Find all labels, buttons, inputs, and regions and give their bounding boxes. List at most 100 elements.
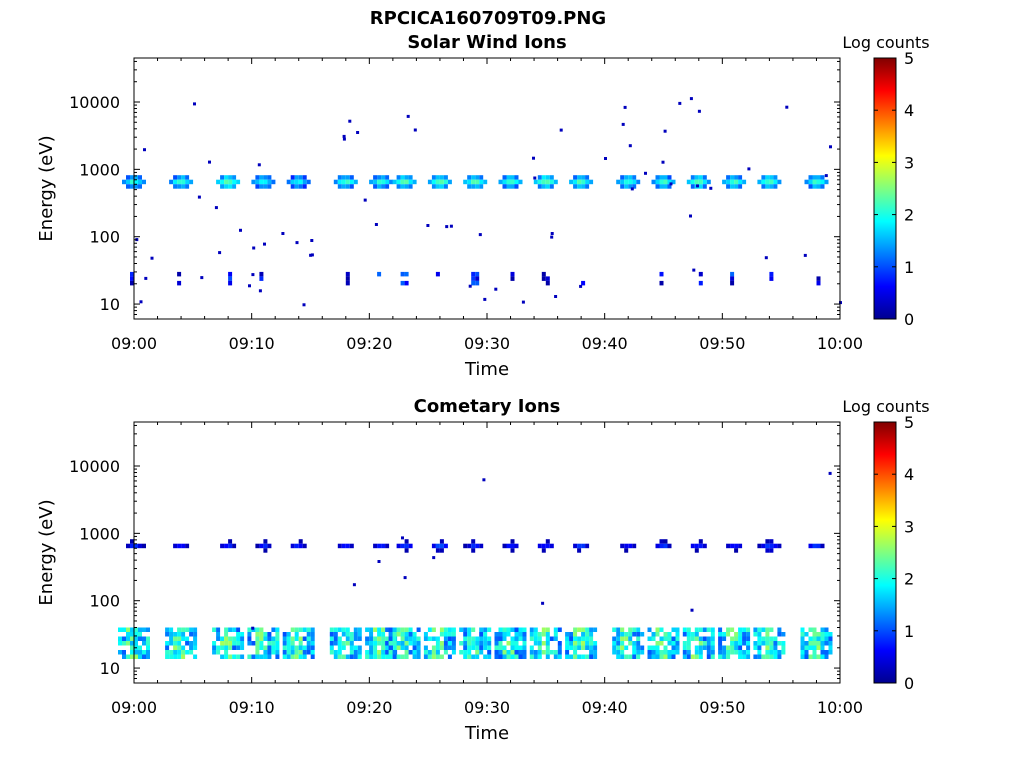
band-cell bbox=[765, 641, 770, 646]
band-cell bbox=[730, 641, 735, 646]
band-cell bbox=[769, 276, 774, 281]
band-cell bbox=[435, 654, 440, 659]
band-cell bbox=[310, 650, 315, 655]
band-cell bbox=[518, 645, 523, 650]
colorbar-tick-label: 5 bbox=[904, 413, 914, 432]
band-cell bbox=[247, 632, 252, 637]
peak-cell bbox=[545, 543, 550, 549]
peak-cell bbox=[667, 179, 672, 185]
peak-cell bbox=[702, 543, 707, 549]
band-cell bbox=[138, 654, 142, 659]
band-cell bbox=[722, 632, 727, 637]
band-cell bbox=[518, 636, 523, 641]
band-cell bbox=[769, 636, 774, 641]
peak-cell bbox=[263, 175, 268, 180]
peak-cell bbox=[820, 175, 825, 180]
peak-cell bbox=[620, 175, 625, 180]
band-cell bbox=[310, 632, 315, 637]
peak-cell bbox=[173, 175, 178, 180]
peak-cell bbox=[773, 175, 778, 180]
band-cell bbox=[593, 645, 598, 650]
band-cell bbox=[423, 632, 428, 637]
band-cell bbox=[228, 271, 233, 277]
sparse-count bbox=[348, 119, 352, 123]
peak-cell bbox=[259, 184, 264, 189]
band-cell bbox=[522, 645, 527, 650]
band-cell bbox=[385, 654, 390, 659]
peak-cell bbox=[134, 184, 138, 189]
band-cell bbox=[726, 645, 731, 650]
peak-cell bbox=[502, 179, 507, 185]
band-cell bbox=[224, 650, 229, 655]
band-cell bbox=[690, 636, 695, 641]
peak-cell bbox=[651, 179, 656, 185]
sparse-count bbox=[669, 182, 673, 186]
peak-cell bbox=[498, 179, 503, 185]
sparse-count bbox=[521, 300, 525, 304]
band-cell bbox=[439, 641, 444, 646]
peak-cell bbox=[769, 543, 774, 549]
band-cell bbox=[232, 636, 237, 641]
band-cell bbox=[255, 641, 260, 646]
band-cell bbox=[267, 645, 272, 650]
band-cell bbox=[761, 654, 766, 659]
peak-cell bbox=[220, 179, 225, 185]
band-cell bbox=[404, 627, 409, 632]
band-cell bbox=[302, 645, 307, 650]
peak-cell bbox=[506, 175, 511, 180]
band-cell bbox=[475, 280, 480, 286]
band-cell bbox=[385, 636, 390, 641]
x-tick-label: 09:40 bbox=[582, 698, 628, 717]
band-cell bbox=[537, 654, 542, 659]
peak-cell bbox=[824, 179, 829, 185]
peak-cell bbox=[439, 184, 444, 189]
peak-cell bbox=[181, 184, 186, 189]
sparse-count bbox=[697, 109, 701, 113]
peak-cell bbox=[581, 543, 586, 549]
band-cell bbox=[589, 645, 594, 650]
band-cell bbox=[698, 654, 703, 659]
peak-cell bbox=[377, 184, 382, 189]
band-cell bbox=[820, 650, 825, 655]
sparse-count bbox=[352, 583, 356, 587]
peak-cell bbox=[341, 179, 346, 185]
band-cell bbox=[702, 645, 707, 650]
peak-cell bbox=[404, 548, 409, 553]
band-cell bbox=[765, 636, 770, 641]
band-cell bbox=[628, 632, 633, 637]
peak-cell bbox=[345, 179, 350, 185]
band-cell bbox=[396, 654, 401, 659]
band-cell bbox=[286, 641, 291, 646]
peak-cell bbox=[255, 179, 260, 185]
peak-cell bbox=[134, 543, 138, 549]
band-cell bbox=[345, 632, 350, 637]
peak-cell bbox=[396, 184, 401, 189]
peak-cell bbox=[381, 175, 386, 180]
peak-cell bbox=[471, 175, 476, 180]
peak-cell bbox=[349, 179, 354, 185]
band-cell bbox=[686, 636, 691, 641]
band-cell bbox=[185, 650, 190, 655]
band-cell bbox=[812, 641, 817, 646]
peak-cell bbox=[698, 175, 703, 180]
panel-title: Solar Wind Ions bbox=[407, 32, 566, 53]
sparse-count bbox=[579, 284, 583, 288]
peak-cell bbox=[467, 179, 472, 185]
band-cell bbox=[529, 650, 534, 655]
band-cell bbox=[777, 632, 782, 637]
peak-cell bbox=[377, 543, 382, 549]
peak-cell bbox=[345, 175, 350, 180]
sparse-count bbox=[356, 131, 360, 134]
band-cell bbox=[533, 641, 538, 646]
band-cell bbox=[667, 650, 672, 655]
band-cell bbox=[522, 641, 527, 646]
band-cell bbox=[585, 632, 590, 637]
band-cell bbox=[259, 645, 264, 650]
x-tick-label: 09:30 bbox=[464, 698, 510, 717]
band-cell bbox=[177, 641, 182, 646]
band-cell bbox=[498, 636, 503, 641]
band-cell bbox=[275, 636, 280, 641]
sparse-count bbox=[621, 122, 625, 126]
band-cell bbox=[616, 645, 621, 650]
peak-cell bbox=[385, 175, 390, 180]
